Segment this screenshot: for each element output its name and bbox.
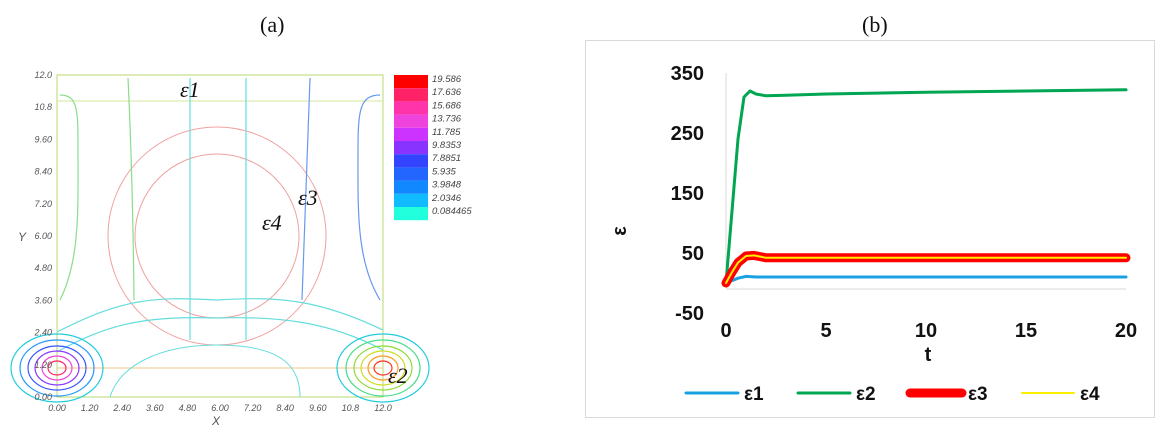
legend-value: 13.736 xyxy=(432,114,462,125)
y-axis-label: ε xyxy=(609,226,631,236)
contour-line xyxy=(109,344,301,398)
contour-plot: 0.00 1.20 2.40 3.60 4.80 6.00 7.20 8.40 9.60 10.8… xyxy=(10,70,472,428)
region-label-e2: ε2 xyxy=(388,363,408,388)
contour-area xyxy=(10,74,430,403)
contour-y-tick: 12.0 xyxy=(34,70,52,80)
line-chart-frame: 350 250 150 50 -50 0 5 10 15 20 t ε ε1 ε2 ε3 ε4 xyxy=(585,40,1155,418)
legend-swatch xyxy=(394,167,428,181)
x-tick-label: 0 xyxy=(720,320,731,342)
legend-value: 19.586 xyxy=(432,74,462,85)
legend-value: 9.8353 xyxy=(432,140,462,151)
legend-value: 11.785 xyxy=(432,127,461,138)
legend-value: 0.084465 xyxy=(432,206,472,217)
color-legend: 19.586 17.636 15.686 13.736 11.785 9.8353 7.88… xyxy=(394,74,472,221)
contour-x-tick: 1.20 xyxy=(81,403,99,413)
contour-y-tick: 2.40 xyxy=(33,328,52,338)
contour-x-ticks: 0.00 1.20 2.40 3.60 4.80 6.00 7.20 8.40 9.60 10.8… xyxy=(48,403,392,413)
legend-swatch xyxy=(394,193,428,207)
region-label-e3: ε3 xyxy=(298,185,318,210)
legend-label-4: ε4 xyxy=(1080,384,1100,405)
legend-value: 2.0346 xyxy=(431,193,462,204)
contour-x-tick: 4.80 xyxy=(179,403,197,413)
legend-value: 15.686 xyxy=(432,100,462,111)
legend-swatch xyxy=(394,75,428,89)
contour-y-tick: 8.40 xyxy=(34,167,52,177)
line-chart: 350 250 150 50 -50 0 5 10 15 20 t ε ε1 ε2 ε3 ε4 xyxy=(609,63,1137,405)
panel-a-label: (a) xyxy=(260,12,285,37)
contour-line xyxy=(59,94,79,301)
series-line-1 xyxy=(724,274,1128,285)
panel-b-label: (b) xyxy=(862,12,888,37)
legend-swatch xyxy=(394,114,428,128)
contour-xlabel: X xyxy=(211,414,221,428)
legend-swatch xyxy=(394,207,428,221)
legend-value: 3.9848 xyxy=(432,180,462,191)
series-line-2 xyxy=(724,88,1128,285)
contour-y-tick: 7.20 xyxy=(34,199,52,209)
contour-y-tick: 9.60 xyxy=(34,134,52,144)
x-tick-labels: 0 5 10 15 20 xyxy=(720,320,1137,342)
y-tick-label: 150 xyxy=(671,183,704,205)
contour-x-tick: 6.00 xyxy=(211,403,229,413)
contour-x-tick: 3.60 xyxy=(146,403,164,413)
left-hot-spot xyxy=(10,333,104,403)
series-lines xyxy=(721,88,1131,288)
x-tick-label: 10 xyxy=(915,320,937,342)
contour-line xyxy=(127,77,135,301)
legend-swatch xyxy=(394,88,428,102)
contour-x-tick: 7.20 xyxy=(244,403,262,413)
y-tick-label: -50 xyxy=(675,303,704,325)
contour-line xyxy=(56,317,384,353)
x-tick-label: 5 xyxy=(820,320,831,342)
series-line-3 xyxy=(721,250,1131,288)
y-tick-label: 350 xyxy=(671,63,704,85)
region-label-e1: ε1 xyxy=(180,77,200,102)
legend-value: 17.636 xyxy=(432,87,462,98)
contour-y-tick: 10.8 xyxy=(34,102,52,112)
contour-y-tick: 3.60 xyxy=(34,295,52,305)
contour-line xyxy=(56,298,384,333)
legend: ε1 ε2 ε3 ε4 xyxy=(684,384,1100,405)
contour-x-tick: 0.00 xyxy=(48,403,66,413)
legend-label-2: ε2 xyxy=(856,384,876,405)
x-tick-label: 20 xyxy=(1115,320,1137,342)
legend-swatch xyxy=(394,154,428,168)
legend-value: 7.8851 xyxy=(432,153,461,164)
contour-y-tick: 1.20 xyxy=(34,360,52,370)
legend-value: 5.935 xyxy=(432,166,456,177)
legend-label-3: ε3 xyxy=(968,384,988,405)
contour-y-ticks: 0.00 1.20 2.40 3.60 4.80 6.00 7.20 8.40 9.60 10.8… xyxy=(33,70,52,402)
contour-x-tick: 2.40 xyxy=(112,403,131,413)
legend-label-1: ε1 xyxy=(744,384,764,405)
legend-swatch xyxy=(394,180,428,194)
gridlines xyxy=(725,73,1126,290)
region-label-e4: ε4 xyxy=(262,210,282,235)
contour-y-tick: 4.80 xyxy=(34,263,52,273)
x-axis-label: t xyxy=(925,344,932,366)
contour-x-tick: 12.0 xyxy=(374,403,392,413)
right-hot-spot xyxy=(336,333,430,403)
y-tick-label: 250 xyxy=(671,123,704,145)
contour-line xyxy=(357,94,381,301)
contour-x-tick: 10.8 xyxy=(342,403,360,413)
contour-line xyxy=(301,77,311,301)
legend-swatch xyxy=(394,141,428,155)
contour-y-tick: 0.00 xyxy=(34,392,52,402)
series-line-4 xyxy=(725,254,1127,284)
contour-y-tick: 6.00 xyxy=(34,231,52,241)
legend-swatch xyxy=(394,101,428,115)
x-tick-label: 15 xyxy=(1015,320,1037,342)
legend-swatch xyxy=(394,127,428,141)
contour-ylabel: Y xyxy=(18,230,27,244)
contour-x-tick: 8.40 xyxy=(276,403,294,413)
y-tick-labels: 350 250 150 50 -50 xyxy=(671,63,704,325)
y-tick-label: 50 xyxy=(682,243,704,265)
contour-x-tick: 9.60 xyxy=(309,403,327,413)
